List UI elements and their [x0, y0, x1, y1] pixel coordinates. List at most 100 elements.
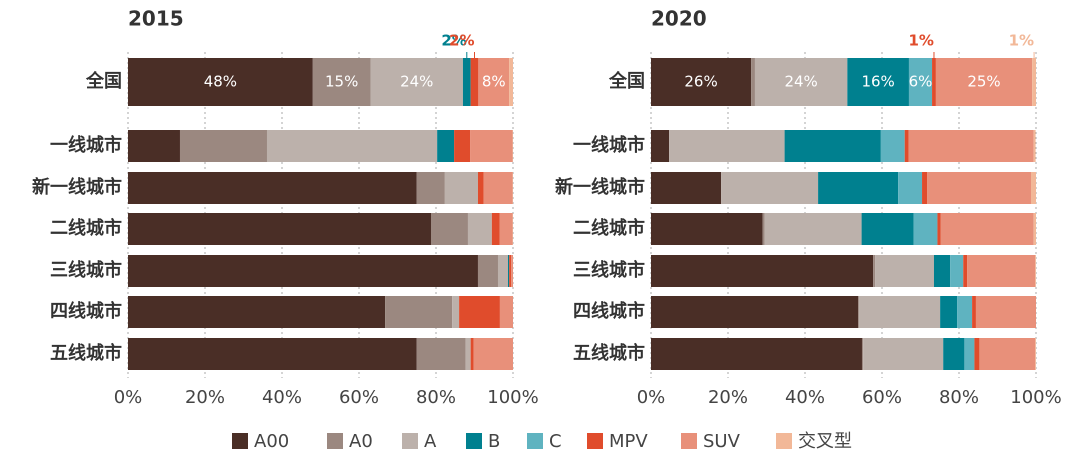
bar-segment: [465, 338, 471, 370]
bar-segment: [847, 58, 909, 106]
legend-swatch: [681, 433, 697, 449]
bar-segment: [511, 255, 513, 287]
bar-segment: [507, 255, 510, 287]
value-label: 48%: [204, 73, 237, 91]
bar-segment: [470, 58, 479, 106]
bar-segment: [179, 130, 267, 162]
bar-segment: [473, 338, 513, 370]
legend-swatch: [232, 433, 248, 449]
y-tick-label: 二线城市: [50, 217, 122, 239]
bar-segment: [1033, 130, 1036, 162]
value-label: 24%: [784, 73, 817, 91]
bar-segment: [972, 296, 976, 328]
bar-segment: [908, 130, 1034, 162]
bar-segment: [491, 213, 500, 245]
bar-segment: [312, 58, 371, 106]
y-tick-label: 五线城市: [573, 342, 645, 364]
y-tick-label: 二线城市: [573, 217, 645, 239]
bar-segment: [721, 172, 819, 204]
value-label: 1%: [909, 32, 934, 50]
x-tick-label: 0%: [637, 387, 666, 408]
bar-segment: [478, 58, 510, 106]
bar-segment: [452, 296, 460, 328]
bar-segment: [128, 296, 386, 328]
legend-label: SUV: [703, 431, 741, 452]
x-tick-label: 80%: [416, 387, 456, 408]
bar-segment: [477, 255, 498, 287]
bar-segment: [974, 338, 980, 370]
bar-segment: [499, 296, 513, 328]
bar-segment: [751, 58, 755, 106]
bar-segment: [437, 130, 455, 162]
bar-segment: [762, 213, 765, 245]
value-label: 15%: [325, 73, 358, 91]
x-tick-label: 60%: [862, 387, 902, 408]
y-tick-label: 全国: [608, 70, 645, 92]
value-label: 26%: [684, 73, 717, 91]
bar-segment: [1030, 172, 1036, 204]
value-label: 6%: [909, 73, 933, 91]
legend-label: MPV: [609, 431, 648, 452]
bar-segment: [1032, 58, 1036, 106]
legend-label: C: [549, 431, 562, 452]
bar-segment: [459, 296, 500, 328]
legend-swatch: [327, 433, 343, 449]
value-label: 25%: [967, 73, 1000, 91]
bar-segment: [932, 58, 936, 106]
legend-swatch: [466, 433, 482, 449]
legend-label: A: [424, 431, 437, 452]
legend-label: A0: [349, 431, 373, 452]
y-tick-label: 一线城市: [573, 134, 645, 156]
bar-segment: [922, 172, 928, 204]
bar-segment: [266, 130, 438, 162]
bar-segment: [859, 296, 941, 328]
bar-segment: [128, 130, 180, 162]
legend-swatch: [587, 433, 603, 449]
bar-segment: [964, 338, 975, 370]
bar-segment: [370, 58, 463, 106]
bar-segment: [497, 255, 508, 287]
bar-segment: [754, 58, 848, 106]
y-tick-label: 一线城市: [50, 134, 122, 156]
bar-segment: [933, 255, 951, 287]
y-tick-label: 三线城市: [50, 259, 122, 281]
bar-segment: [651, 296, 859, 328]
legend-swatch: [402, 433, 418, 449]
bar-segment: [467, 213, 492, 245]
x-tick-label: 0%: [114, 387, 143, 408]
y-tick-label: 四线城市: [573, 300, 645, 322]
bar-segment: [1035, 255, 1036, 287]
legend-label: 交叉型: [798, 431, 852, 452]
y-tick-label: 五线城市: [50, 342, 122, 364]
bar-segment: [462, 58, 471, 106]
bar-segment: [861, 213, 914, 245]
bar-segment: [444, 172, 478, 204]
bar-segment: [651, 172, 722, 204]
x-tick-label: 40%: [785, 387, 825, 408]
bar-segment: [818, 172, 899, 204]
legend-label: B: [488, 431, 500, 452]
bar-segment: [651, 338, 862, 370]
bar-segment: [1035, 338, 1036, 370]
bar-segment: [957, 296, 973, 328]
bar-segment: [128, 58, 313, 106]
chart-title: 2015: [128, 7, 184, 31]
y-tick-label: 新一线城市: [32, 176, 122, 198]
bar-segment: [477, 172, 484, 204]
bar-segment: [940, 296, 958, 328]
legend-swatch: [776, 433, 792, 449]
bar-segment: [975, 296, 1036, 328]
x-tick-label: 100%: [487, 387, 538, 408]
bar-segment: [483, 172, 513, 204]
bar-segment: [651, 58, 752, 106]
bar-segment: [128, 213, 431, 245]
legend-label: A00: [254, 431, 289, 452]
bar-segment: [943, 338, 965, 370]
bar-segment: [1033, 213, 1036, 245]
bar-segment: [863, 338, 944, 370]
bar-segment: [509, 58, 513, 106]
value-label: 2%: [449, 32, 474, 50]
y-tick-label: 四线城市: [50, 300, 122, 322]
bar-segment: [898, 172, 923, 204]
